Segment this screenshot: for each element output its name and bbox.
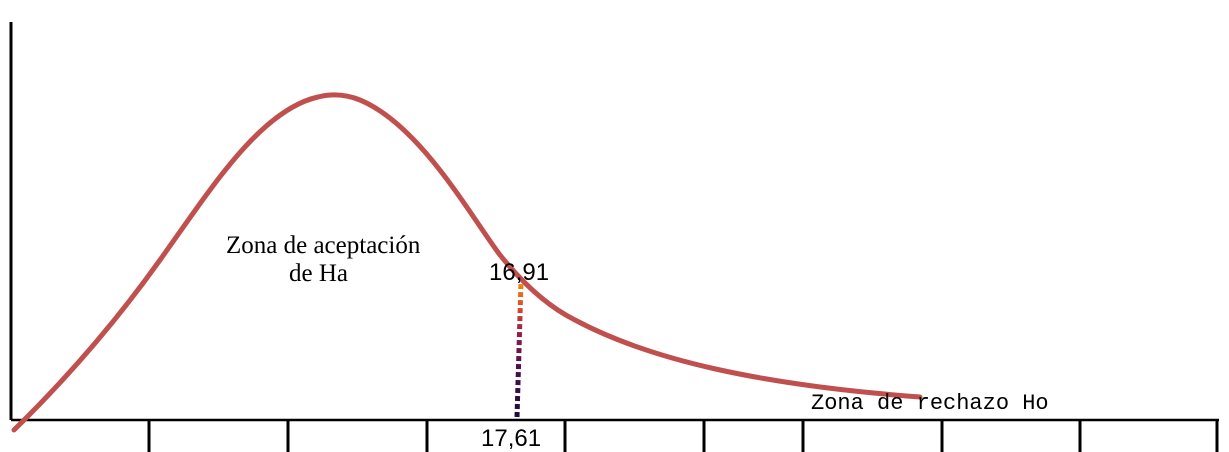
distribution-curve [11, 92, 923, 433]
rejection-zone-label: Zona de rechazo Ho [811, 391, 1049, 416]
acceptance-zone-label-line1: Zona de aceptación [226, 232, 421, 259]
observed-value-label: 17,61 [481, 425, 541, 452]
critical-value-dotted-line [514, 281, 524, 418]
observed-value-label-bg [475, 424, 563, 452]
x-axis-ticks [147, 420, 1219, 452]
critical-value-label: 16,91 [489, 259, 549, 286]
acceptance-zone-label-line2: de Ha [289, 260, 348, 287]
